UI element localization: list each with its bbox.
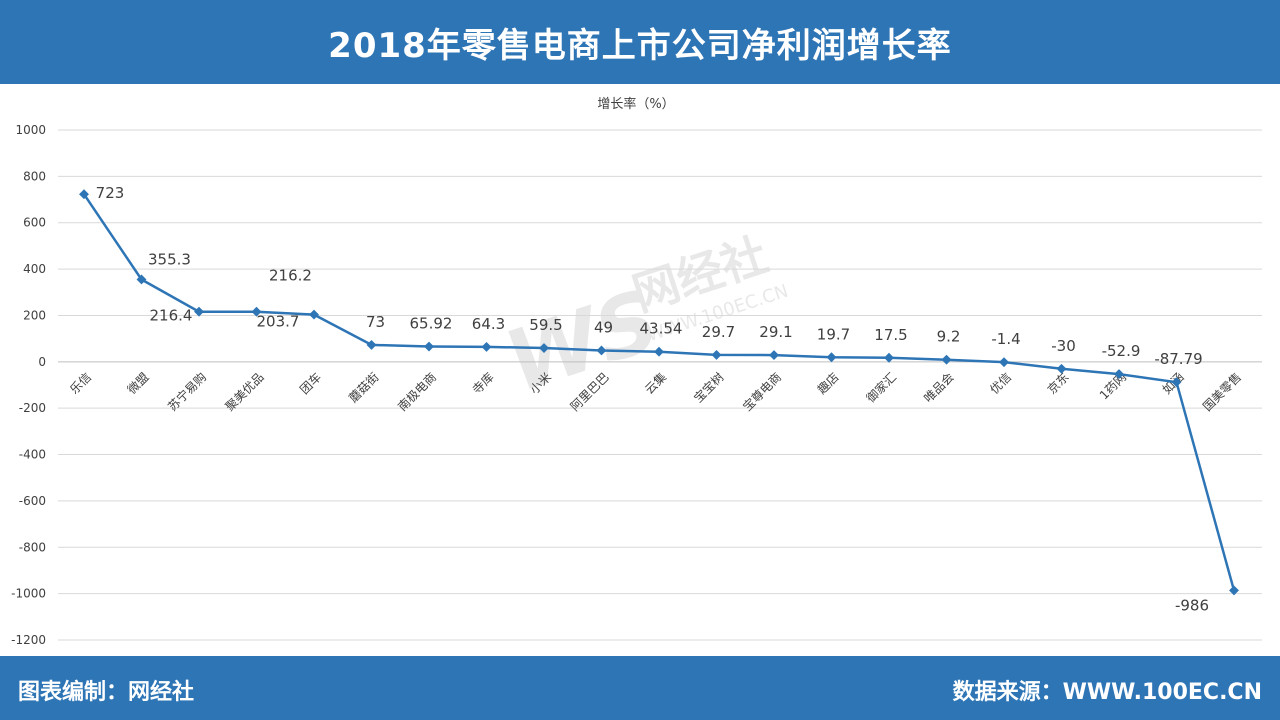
x-tick-label: 团车 [297,369,325,397]
data-point [424,341,434,352]
y-tick-label: 800 [23,169,46,183]
data-label: 64.3 [472,315,505,333]
data-label: 73 [366,313,385,331]
page-title: 2018年零售电商上市公司净利润增长率 [328,25,952,66]
data-label: -1.4 [991,330,1020,348]
y-axis-label: 增长率（%） [597,96,674,112]
y-tick-label: 200 [23,308,46,322]
y-tick-label: -200 [19,401,46,415]
data-point [884,352,894,363]
x-tick-label: 云集 [642,369,670,397]
y-tick-label: 0 [38,355,46,369]
y-tick-label: 400 [23,262,46,276]
x-tick-label: 南极电商 [395,369,440,414]
data-point [539,343,549,353]
data-source: 数据来源：WWW.100EC.CN [952,680,1262,705]
x-tick-label: 国美零售 [1200,369,1245,414]
data-label: 216.2 [269,267,312,285]
y-tick-label: -800 [19,540,46,554]
data-point [1114,369,1124,380]
x-tick-label: 趣店 [814,369,842,397]
y-tick-label: 1000 [15,123,46,137]
data-label: 723 [96,184,125,202]
data-point [941,354,952,365]
data-point [366,339,377,350]
y-tick-label: 600 [23,216,46,230]
data-point [481,341,492,352]
x-tick-label: 唯品会 [921,370,956,405]
x-tick-label: 宝宝树 [691,369,727,405]
footer-bar: 图表编制：网经社 数据来源：WWW.100EC.CN [0,656,1280,720]
data-label: 29.7 [702,323,735,341]
data-label: 29.1 [759,323,792,341]
data-point [711,349,722,360]
x-tick-label: 宝尊电商 [740,369,785,414]
data-point [136,274,147,285]
data-label: 355.3 [148,250,191,268]
line-chart: WS 网经社 WWW.100EC.CN 增长率（%） 1000800600400… [11,96,1262,647]
data-label: 65.92 [410,315,453,333]
data-label: 59.5 [529,316,562,334]
chart-credit: 图表编制：网经社 [18,680,195,705]
data-point [1171,377,1182,388]
y-tick-label: -1000 [11,587,46,601]
y-tick-label: -1200 [11,633,46,647]
data-label: 216.4 [150,307,193,325]
data-point [79,189,89,200]
data-label: -87.79 [1154,350,1202,368]
chart-area: WS 网经社 WWW.100EC.CN 增长率（%） 1000 800 600 400… [0,84,1280,656]
data-label: 19.7 [817,325,850,343]
data-label: 17.5 [874,326,907,344]
data-point [596,345,607,356]
x-tick-label: 微盟 [125,370,152,397]
data-point [1056,363,1067,374]
x-tick-label: 御家汇 [863,369,899,405]
data-point [999,357,1009,368]
x-tick-label: 苏宁易购 [165,369,210,414]
data-point [309,309,319,320]
chart-title-banner: 2018年零售电商上市公司净利润增长率 [0,0,1280,84]
x-tick-label: 蘑菇街 [346,370,381,405]
data-label: -30 [1051,337,1076,355]
data-point [769,350,779,361]
x-tick-label: 京东 [1045,370,1072,397]
x-tick-label: 乐信 [67,370,94,397]
y-tick-label: -400 [19,448,46,462]
series-line [82,193,1236,591]
x-tick-label: 聚美优品 [223,370,267,414]
x-tick-label: 寺库 [469,369,497,397]
data-label: 49 [594,318,613,336]
y-tick-label: -600 [19,494,46,508]
data-label: 43.54 [640,320,683,338]
data-point [826,352,837,363]
data-label: 203.7 [257,313,300,331]
x-tick-label: 优信 [987,370,1014,397]
data-point [654,346,664,357]
data-label: -52.9 [1102,342,1141,360]
data-point [1229,585,1239,596]
data-label: -986 [1175,596,1209,614]
data-point [194,306,204,317]
data-label: 9.2 [937,328,961,346]
